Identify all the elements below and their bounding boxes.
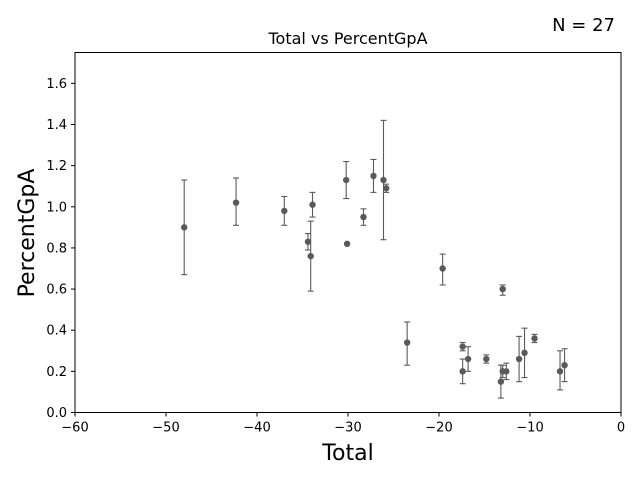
data-point <box>342 176 350 184</box>
data-point <box>307 252 314 260</box>
data-point <box>181 224 188 231</box>
x-tick-label: −30 <box>334 421 361 436</box>
data-point <box>503 368 510 375</box>
data-point <box>383 185 390 192</box>
data-point <box>380 176 387 184</box>
data-point <box>304 238 312 245</box>
data-point <box>360 213 367 221</box>
x-tick-label: 0 <box>617 421 625 436</box>
y-axis-label: PercentGpA <box>15 169 40 298</box>
data-point <box>281 207 288 215</box>
data-point <box>561 361 568 369</box>
data-point <box>499 285 506 293</box>
data-point <box>370 172 377 180</box>
x-axis-label: Total <box>321 441 373 466</box>
data-point <box>403 339 411 346</box>
y-axis-ticks: 0.0 0.2 0.4 0.6 0.8 1.0 1.2 1.4 1.6 <box>46 77 75 421</box>
data-point <box>232 199 240 206</box>
data-point <box>464 355 472 363</box>
y-tick-label: 0.4 <box>46 324 67 339</box>
data-point <box>459 368 466 375</box>
chart-title: Total vs PercentGpA <box>267 29 427 48</box>
y-tick-label: 0.8 <box>46 241 67 256</box>
data-point <box>497 378 505 385</box>
y-tick-label: 1.2 <box>46 159 67 174</box>
sample-size-annotation: N = 27 <box>552 15 615 36</box>
data-point <box>343 240 351 248</box>
x-tick-label: −60 <box>61 421 88 436</box>
x-tick-label: −50 <box>152 421 179 436</box>
y-tick-label: 1.6 <box>46 77 67 92</box>
data-point <box>309 201 316 208</box>
data-point <box>459 343 466 350</box>
data-point <box>556 368 564 375</box>
x-tick-label: −20 <box>425 421 452 436</box>
data-point <box>439 265 446 272</box>
y-tick-label: 1.0 <box>46 200 67 215</box>
data-point <box>521 349 528 357</box>
data-point <box>515 355 523 363</box>
x-axis-ticks: −60 −50 −40 −30 −20 −10 0 <box>61 412 625 436</box>
data-point <box>483 355 490 363</box>
data-points <box>181 172 568 385</box>
x-tick-label: −40 <box>243 421 270 436</box>
y-tick-label: 0.0 <box>46 406 67 421</box>
y-tick-label: 0.6 <box>46 283 67 298</box>
data-point <box>531 335 538 342</box>
y-tick-label: 1.4 <box>46 118 67 133</box>
y-tick-label: 0.2 <box>46 365 67 380</box>
x-tick-label: −10 <box>516 421 543 436</box>
